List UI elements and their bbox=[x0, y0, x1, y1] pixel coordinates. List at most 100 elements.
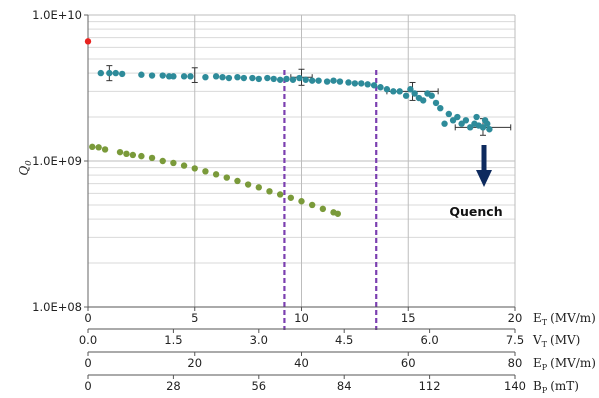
data-point-series-1 bbox=[180, 73, 188, 80]
data-point-series-1 bbox=[428, 92, 435, 99]
data-point-series-1 bbox=[225, 74, 233, 82]
x-tick-label: 15 bbox=[401, 311, 416, 325]
data-point-series-2 bbox=[101, 146, 109, 153]
data-point-series-1 bbox=[462, 117, 470, 124]
data-point-series-2 bbox=[234, 177, 241, 185]
x-tick-label: 20 bbox=[508, 311, 523, 325]
data-point-series-1 bbox=[336, 78, 344, 85]
x-axis-label-subscript: P bbox=[542, 386, 548, 395]
x-tick-label: 4.5 bbox=[335, 333, 353, 347]
data-point-series-1 bbox=[330, 77, 337, 84]
data-point-series-1 bbox=[454, 113, 461, 121]
data-point-series-2 bbox=[266, 188, 273, 195]
y-axis-ticks: 1.0E+08 1.0E+09 1.0E+10 bbox=[32, 8, 88, 314]
data-point-series-1 bbox=[308, 77, 316, 84]
x-tick-label: 1.5 bbox=[164, 333, 182, 347]
data-point-series-2 bbox=[148, 154, 156, 162]
data-point-series-1 bbox=[240, 74, 248, 82]
data-point-series-2 bbox=[212, 171, 220, 178]
data-point-series-1 bbox=[445, 110, 453, 118]
x-tick-label: 140 bbox=[504, 379, 526, 393]
x-axis-label-1: ET (MV/m) bbox=[533, 311, 596, 327]
data-point-series-1 bbox=[396, 88, 403, 95]
x-axis-label-4: BP (mT) bbox=[533, 379, 579, 395]
data-point-series-1 bbox=[466, 124, 474, 131]
x-tick-label: 80 bbox=[508, 356, 523, 370]
x-tick-label: 3.0 bbox=[250, 333, 268, 347]
y-tick-label: 1.0E+09 bbox=[32, 154, 82, 168]
vertical-markers bbox=[283, 70, 378, 330]
data-point-series-1 bbox=[234, 73, 241, 81]
data-point-series-2 bbox=[191, 165, 198, 172]
data-point-series-2 bbox=[116, 148, 124, 156]
data-point-series-1 bbox=[138, 71, 145, 78]
x-axis-label-subscript: T bbox=[542, 340, 548, 349]
x-axis-unit: (mT) bbox=[550, 379, 579, 393]
x-tick-label: 10 bbox=[294, 311, 309, 325]
data-point-series-1 bbox=[187, 73, 194, 80]
data-point-series-2 bbox=[308, 201, 316, 209]
y-tick-label: 1.0E+08 bbox=[32, 300, 82, 314]
data-point-series-1 bbox=[276, 76, 284, 83]
data-point-series-2 bbox=[159, 157, 166, 165]
x-tick-label: 0 bbox=[84, 311, 91, 325]
data-point-series-1 bbox=[112, 69, 119, 77]
data-point-series-1 bbox=[370, 82, 378, 89]
x-tick-label: 20 bbox=[187, 356, 202, 370]
data-point-series-1 bbox=[302, 76, 309, 83]
data-point-series-2 bbox=[255, 184, 262, 191]
y-tick-label: 1.0E+10 bbox=[32, 8, 82, 22]
data-point-series-1 bbox=[473, 113, 480, 121]
data-point-series-1 bbox=[289, 76, 297, 83]
data-point-series-1 bbox=[296, 74, 303, 82]
data-point-series-1 bbox=[315, 77, 322, 84]
data-point-series-1 bbox=[479, 124, 487, 131]
data-point-series-1 bbox=[118, 70, 126, 78]
quench-arrow-shaft bbox=[481, 145, 487, 173]
data-point-series-2 bbox=[123, 150, 130, 158]
data-point-series-1 bbox=[383, 86, 391, 93]
x-tick-label: 0.0 bbox=[79, 333, 97, 347]
data-point-series-1 bbox=[432, 99, 440, 107]
x-axes: 0 5 10 15 20 ET (MV/m) 0.0 1.5 3.0 4.5 6.0 7.5 VT (MV)… bbox=[79, 306, 596, 395]
data-point-series-2 bbox=[287, 194, 295, 201]
x-tick-label: 0 bbox=[84, 379, 91, 393]
data-point-series-2 bbox=[89, 143, 96, 151]
data-point-series-2 bbox=[244, 181, 252, 188]
data-point-series-1 bbox=[358, 80, 365, 87]
x-tick-label: 5 bbox=[191, 311, 198, 325]
data-point-series-2 bbox=[319, 205, 327, 213]
x-tick-label: 7.5 bbox=[506, 333, 524, 347]
data-point-series-1 bbox=[202, 73, 209, 81]
data-point-series-1 bbox=[458, 120, 465, 127]
x-axis-unit: (MV/m) bbox=[550, 356, 596, 370]
data-point-series-1 bbox=[97, 69, 105, 77]
data-point-series-1 bbox=[390, 88, 397, 95]
x-axis-unit: (MV) bbox=[550, 333, 580, 347]
x-tick-label: 60 bbox=[401, 356, 416, 370]
x-tick-label: 0 bbox=[84, 356, 91, 370]
data-point-series-1 bbox=[264, 74, 271, 82]
data-point-series-2 bbox=[138, 152, 145, 160]
data-point-series-1 bbox=[351, 80, 359, 87]
data-point-series-1 bbox=[345, 79, 352, 86]
annotations: Quench bbox=[449, 145, 503, 219]
x-axis-label-2: VT (MV) bbox=[532, 333, 580, 349]
data-point-series-2 bbox=[276, 191, 284, 198]
data-point-series-1 bbox=[270, 75, 277, 83]
x-tick-label: 56 bbox=[251, 379, 266, 393]
data-point-series-1 bbox=[170, 73, 177, 80]
data-point-series-2 bbox=[202, 168, 209, 175]
data-points bbox=[84, 38, 493, 217]
data-point-series-2 bbox=[129, 151, 137, 159]
x-axis-label-subscript: P bbox=[542, 363, 548, 372]
data-point-series-1 bbox=[255, 75, 262, 83]
data-point-series-1 bbox=[106, 69, 113, 77]
x-axis-label-3: EP (MV/m) bbox=[533, 356, 596, 372]
data-point-series-2 bbox=[95, 144, 102, 151]
x-axis-unit: (MV/m) bbox=[550, 311, 596, 325]
x-tick-label: 28 bbox=[166, 379, 181, 393]
x-tick-label: 84 bbox=[337, 379, 352, 393]
data-point-series-2 bbox=[170, 159, 177, 167]
